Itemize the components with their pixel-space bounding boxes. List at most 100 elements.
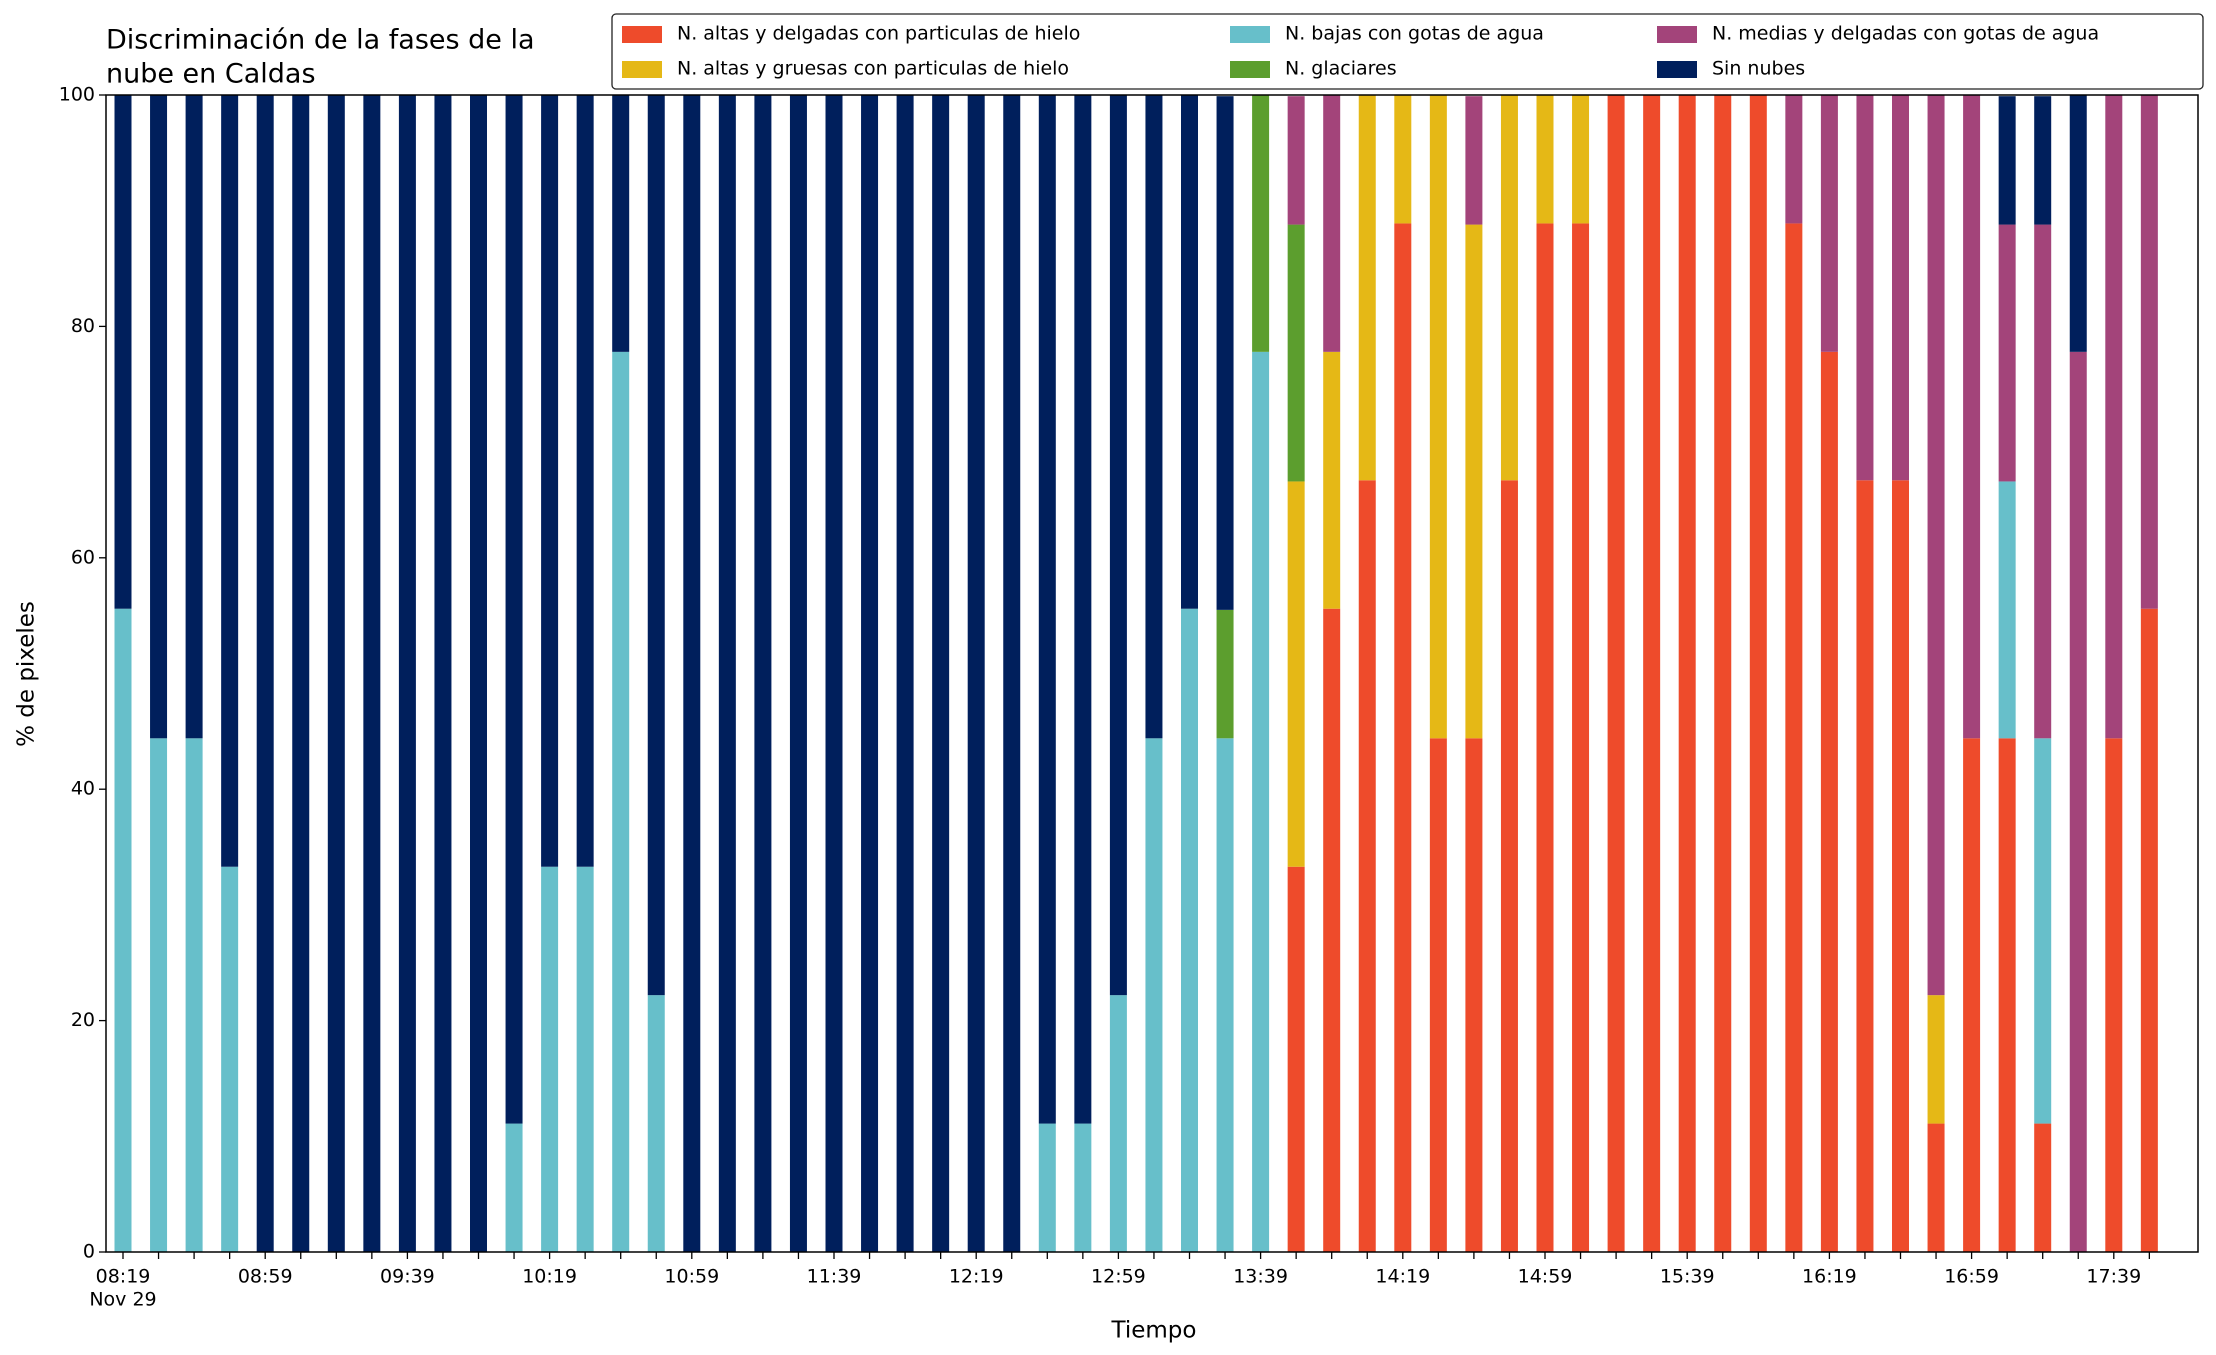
bar-segment xyxy=(1429,95,1447,739)
legend-label: N. altas y delgadas con particulas de hi… xyxy=(677,23,1080,45)
bar-segment xyxy=(2069,95,2087,352)
bar-segment xyxy=(1358,95,1376,481)
bar-segment xyxy=(576,95,594,867)
bar-segment xyxy=(2105,95,2123,739)
bar-segment xyxy=(1216,96,1234,610)
bar-segment xyxy=(327,95,345,1252)
bar-segment xyxy=(1500,95,1518,481)
bar-segment xyxy=(754,95,772,1252)
y-tick-label: 100 xyxy=(59,84,95,106)
bar-segment xyxy=(1856,95,1874,481)
bar-segment xyxy=(1038,95,1056,1124)
bar-segment xyxy=(1287,96,1305,225)
legend: N. altas y delgadas con particulas de hi… xyxy=(611,13,2204,90)
bar-segment xyxy=(150,738,168,1252)
bar-segment xyxy=(185,738,203,1252)
bar-segment xyxy=(1820,351,1838,1252)
bar-segment xyxy=(1181,95,1198,609)
x-tick-label: 16:59 xyxy=(1944,1266,1999,1288)
bar-segment xyxy=(967,95,985,1252)
bar-segment xyxy=(1145,95,1163,739)
x-tick-label: 12:19 xyxy=(949,1266,1004,1288)
plot-frame xyxy=(105,94,2199,1253)
bar-segment xyxy=(1465,738,1483,1252)
bar-segment xyxy=(1998,738,2016,1252)
bar-segment xyxy=(1678,95,1696,1252)
bar-segment xyxy=(647,995,665,1252)
bar-segment xyxy=(1216,738,1234,1252)
y-tick-label: 0 xyxy=(83,1241,95,1263)
y-tick-label: 20 xyxy=(71,1009,95,1031)
bar-segment xyxy=(1892,95,1909,481)
y-axis-label: % de pixeles xyxy=(14,601,40,747)
bar-segment xyxy=(1074,1123,1092,1252)
chart-title: nube en Caldas xyxy=(106,59,316,90)
bar-segment xyxy=(1963,95,1981,739)
bar-segment xyxy=(150,95,168,739)
x-tick-label: 15:39 xyxy=(1660,1266,1715,1288)
bar-segment xyxy=(789,95,807,1252)
x-axis-label: Tiempo xyxy=(1111,1318,1197,1344)
x-date-label: Nov 29 xyxy=(89,1289,156,1311)
bar-segment xyxy=(1465,96,1483,225)
bar-segment xyxy=(1500,480,1518,1252)
bar-segment xyxy=(718,95,736,1252)
bar-segment xyxy=(1323,351,1341,609)
bar-segment xyxy=(470,95,487,1252)
bar-segment xyxy=(1963,738,1981,1252)
legend-label: Sin nubes xyxy=(1712,58,1805,80)
bar-segment xyxy=(1856,480,1874,1252)
bar-segment xyxy=(1252,95,1270,352)
bar-segment xyxy=(1323,95,1341,352)
x-tick-label: 14:19 xyxy=(1375,1266,1430,1288)
legend-swatch xyxy=(1230,26,1270,43)
bar-segment xyxy=(1287,224,1305,482)
bar-segment xyxy=(1109,95,1127,996)
bar-segment xyxy=(1252,351,1270,1252)
x-tick-label: 14:59 xyxy=(1518,1266,1573,1288)
bar-segment xyxy=(221,95,239,867)
bar-segment xyxy=(1358,480,1376,1252)
bar-segment xyxy=(1785,95,1803,224)
legend-label: N. bajas con gotas de agua xyxy=(1285,23,1544,45)
x-tick-label: 08:19 xyxy=(96,1266,151,1288)
bar-segment xyxy=(2034,1123,2052,1252)
bar-segment xyxy=(1323,608,1341,1252)
bar-segment xyxy=(1181,608,1198,1252)
bar-segment xyxy=(1465,224,1483,739)
bar-segment xyxy=(612,95,630,352)
x-tick-label: 08:59 xyxy=(238,1266,293,1288)
x-tick-label: 16:19 xyxy=(1802,1266,1857,1288)
bar-segment xyxy=(1927,995,1945,1124)
bar-segment xyxy=(1145,738,1163,1252)
legend-box xyxy=(611,13,2204,90)
bar-segment xyxy=(932,95,950,1252)
x-tick-label: 09:39 xyxy=(380,1266,435,1288)
bar-segment xyxy=(1572,95,1590,224)
bar-segment xyxy=(1714,95,1732,1252)
bar-segment xyxy=(1572,223,1590,1252)
bar-segment xyxy=(2105,738,2123,1252)
y-tick-label: 80 xyxy=(71,315,95,337)
y-tick-label: 60 xyxy=(71,546,95,568)
bar-segment xyxy=(221,866,239,1252)
bar-segment xyxy=(1109,995,1127,1252)
bar-segment xyxy=(2069,351,2087,1252)
bar-segment xyxy=(1998,96,2016,225)
bar-segment xyxy=(1038,1123,1056,1252)
bar-segment xyxy=(1927,95,1945,996)
bar-segment xyxy=(541,95,559,867)
bar-segment xyxy=(2140,95,2158,609)
bar-segment xyxy=(1287,866,1305,1252)
bar-segment xyxy=(1607,95,1625,1252)
legend-label: N. glaciares xyxy=(1285,58,1397,80)
bar-segment xyxy=(505,1123,523,1252)
bar-segment xyxy=(1536,95,1554,224)
bar-segment xyxy=(114,608,132,1252)
bar-segment xyxy=(398,95,416,1252)
legend-label: N. medias y delgadas con gotas de agua xyxy=(1712,23,2099,45)
bar-segment xyxy=(576,866,594,1252)
bar-segment xyxy=(683,95,701,1252)
bar-segment xyxy=(505,95,523,1124)
